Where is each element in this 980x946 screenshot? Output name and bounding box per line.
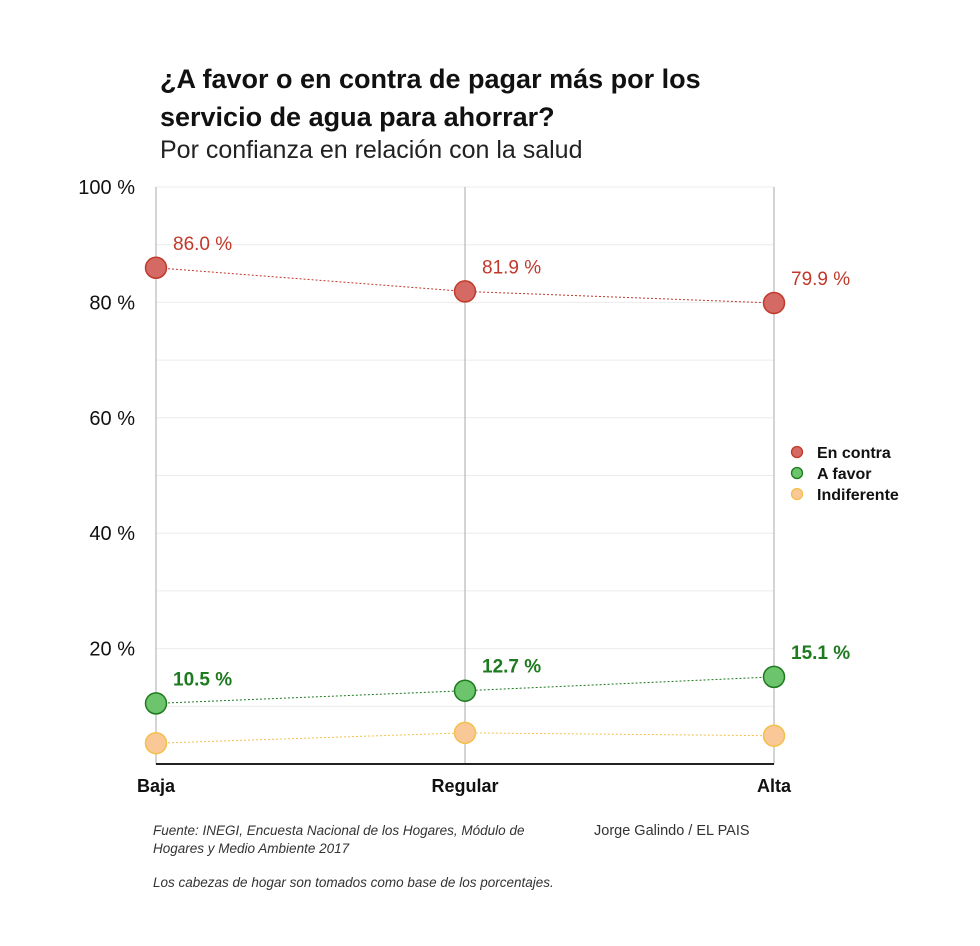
x-tick-label: Baja bbox=[137, 776, 176, 796]
data-label: 12.7 % bbox=[482, 657, 541, 678]
y-tick-label: 60 % bbox=[89, 408, 135, 430]
y-tick-label: 80 % bbox=[89, 292, 135, 314]
data-label: 79.9 % bbox=[791, 269, 850, 290]
data-point bbox=[144, 256, 168, 280]
legend-marker bbox=[790, 466, 804, 480]
base-note: Los cabezas de hogar son tomados como ba… bbox=[153, 875, 554, 890]
legend-marker bbox=[790, 487, 804, 501]
y-tick-label: 100 % bbox=[78, 177, 135, 199]
author-credit: Jorge Galindo / EL PAIS bbox=[594, 823, 750, 839]
legend-marker bbox=[790, 445, 804, 459]
x-tick-label: Regular bbox=[431, 776, 498, 796]
data-point bbox=[144, 692, 168, 715]
data-point bbox=[453, 721, 477, 745]
chart-subtitle: Por confianza en relación con la salud bbox=[160, 136, 583, 164]
data-point bbox=[762, 665, 786, 689]
x-tick-label: Alta bbox=[757, 776, 792, 796]
chart-title: ¿A favor o en contra de pagar más por lo… bbox=[160, 64, 701, 132]
data-label: 15.1 % bbox=[791, 643, 850, 664]
data-point bbox=[453, 280, 477, 303]
y-tick-label: 40 % bbox=[89, 523, 135, 545]
data-point bbox=[144, 731, 168, 755]
legend-label: En contra bbox=[817, 445, 891, 462]
data-point bbox=[453, 679, 477, 702]
legend-label: A favor bbox=[817, 466, 872, 483]
y-tick-label: 20 % bbox=[89, 639, 135, 661]
source-note: Fuente: INEGI, Encuesta Nacional de los … bbox=[153, 823, 525, 856]
data-point bbox=[762, 291, 786, 315]
legend-label: Indiferente bbox=[817, 487, 899, 504]
data-label: 86.0 % bbox=[173, 234, 232, 255]
data-label: 81.9 % bbox=[482, 257, 541, 278]
data-label: 10.5 % bbox=[173, 669, 232, 690]
data-point bbox=[762, 724, 786, 747]
